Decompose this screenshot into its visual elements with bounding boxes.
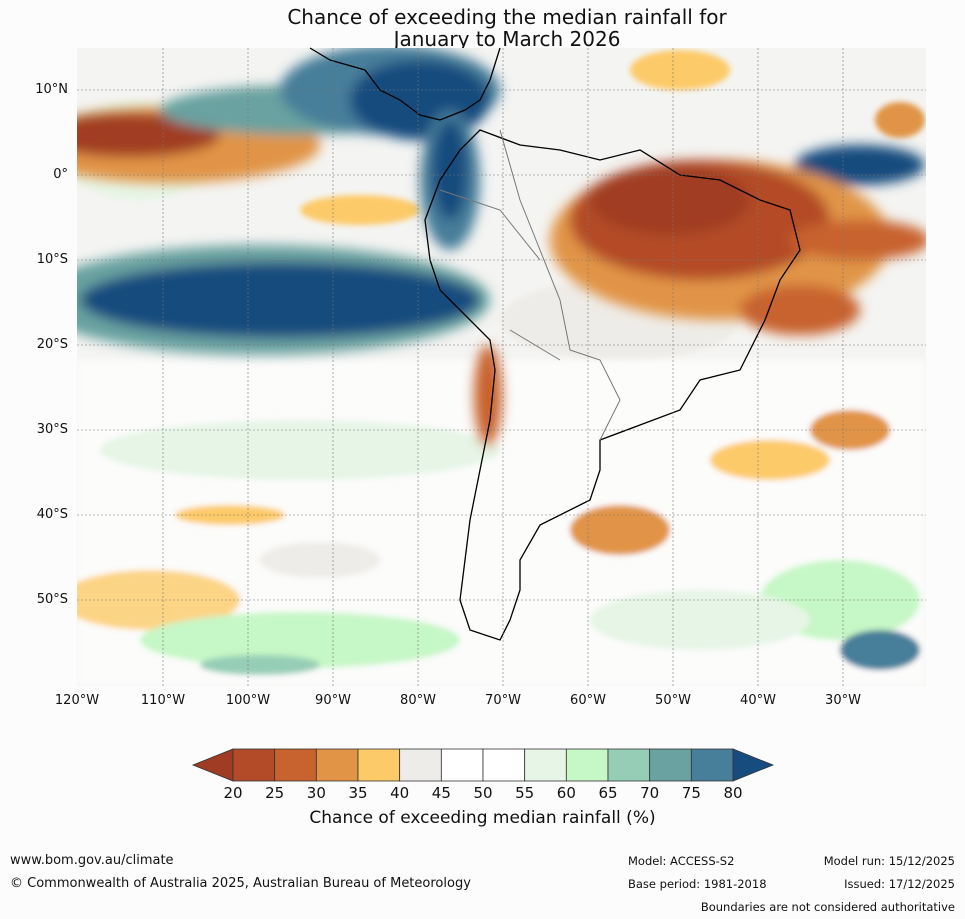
lat-label: 30°S	[36, 422, 68, 437]
coastline	[309, 47, 801, 641]
lon-label: 40°W	[740, 693, 776, 708]
colorbar-tick-label: 60	[556, 784, 576, 802]
base-period-text: Base period: 1981-2018	[628, 877, 767, 891]
lat-label: 10°S	[36, 252, 68, 267]
lat-label: 10°N	[35, 82, 68, 97]
colorbar-segment	[315, 748, 359, 782]
lon-label: 50°W	[655, 693, 691, 708]
lat-label: 0°	[53, 167, 68, 182]
lat-label: 40°S	[36, 507, 68, 522]
lon-label: 30°W	[825, 693, 861, 708]
colorbar-tick-label: 40	[390, 784, 410, 802]
lon-label: 90°W	[315, 693, 351, 708]
map-field	[77, 48, 926, 686]
issued-text: Issued: 17/12/2025	[844, 877, 955, 891]
colorbar-tick-label: 20	[223, 784, 243, 802]
lon-label: 110°W	[140, 693, 186, 708]
graticule	[77, 48, 926, 686]
lon-label: 70°W	[485, 693, 521, 708]
colorbar-tick-label: 80	[723, 784, 743, 802]
lat-label: 20°S	[36, 337, 68, 352]
model-text: Model: ACCESS-S2	[628, 854, 735, 868]
colorbar	[191, 748, 775, 782]
lat-label: 50°S	[36, 592, 68, 607]
colorbar-arrow-low	[191, 748, 234, 782]
colorbar-segment	[524, 748, 567, 782]
colorbar-tick-label: 45	[431, 784, 451, 802]
website-text: www.bom.gov.au/climate	[10, 853, 174, 868]
colorbar-tick-label: 55	[515, 784, 535, 802]
colorbar-segment	[690, 748, 734, 782]
colorbar-tick-label: 75	[681, 784, 701, 802]
copyright-text: © Commonwealth of Australia 2025, Austra…	[10, 876, 471, 891]
colorbar-segment	[565, 748, 609, 782]
lon-label: 80°W	[400, 693, 436, 708]
disclaimer-text: Boundaries are not considered authoritat…	[700, 900, 955, 914]
map-title-line-1: Chance of exceeding the median rainfall …	[287, 5, 727, 29]
colorbar-arrow-high	[732, 748, 775, 782]
lon-label: 120°W	[54, 693, 100, 708]
colorbar-label: Chance of exceeding median rainfall (%)	[309, 808, 656, 828]
colorbar-tick-label: 25	[265, 784, 285, 802]
colorbar-segment	[232, 748, 276, 782]
colorbar-segment	[399, 748, 442, 782]
colorbar-segment	[649, 748, 692, 782]
colorbar-segment	[357, 748, 401, 782]
model-run-text: Model run: 15/12/2025	[823, 854, 955, 868]
colorbar-tick-label: 35	[348, 784, 368, 802]
colorbar-segment	[274, 748, 317, 782]
colorbar-tick-label: 50	[473, 784, 493, 802]
map-title-line-2: January to March 2026	[393, 27, 621, 51]
colorbar-segment	[440, 748, 484, 782]
colorbar-segment	[607, 748, 651, 782]
colorbar-tick-label: 65	[598, 784, 618, 802]
lon-label: 60°W	[570, 693, 606, 708]
colorbar-segment	[482, 748, 526, 782]
lon-label: 100°W	[225, 693, 271, 708]
colorbar-tick-label: 70	[640, 784, 660, 802]
colorbar-tick-label: 30	[306, 784, 326, 802]
